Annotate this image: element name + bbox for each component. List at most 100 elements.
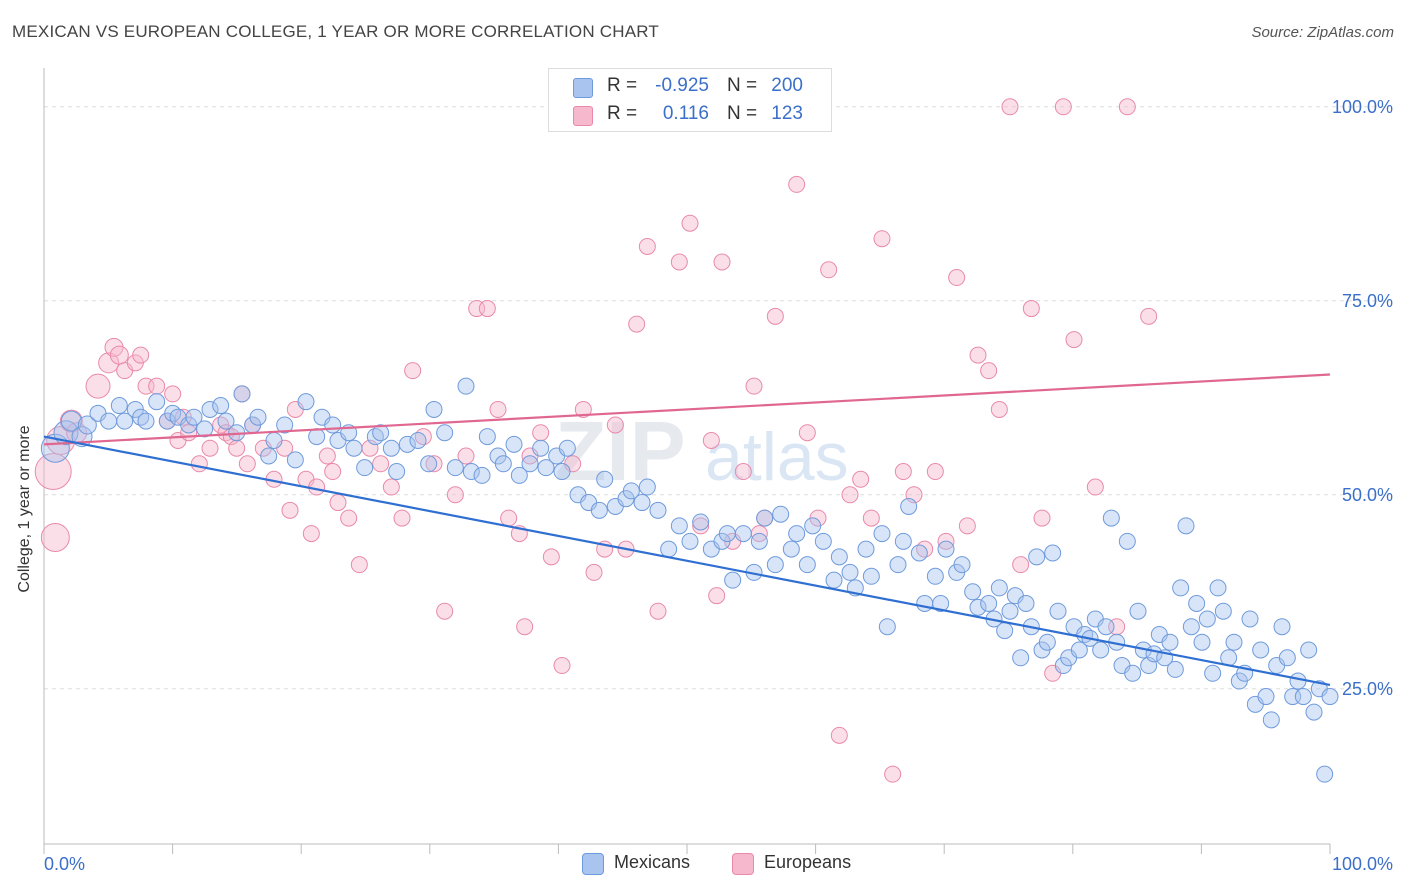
mexican-point <box>1124 664 1142 682</box>
mexican-point <box>398 435 416 453</box>
legend-swatch-mexicans <box>573 78 593 98</box>
mexican-point <box>825 571 843 589</box>
mexican-point <box>681 532 699 550</box>
mexican-point <box>297 393 315 411</box>
mexican-point <box>996 622 1014 640</box>
mexican-point <box>1321 688 1339 706</box>
mexican-point <box>857 540 875 558</box>
mexican-point <box>1028 548 1046 566</box>
mexican-point <box>356 459 374 477</box>
mexican-point <box>638 478 656 496</box>
european-point <box>109 345 129 365</box>
european-point <box>132 346 150 364</box>
mexican-point <box>841 563 859 581</box>
mexican-point <box>1129 602 1147 620</box>
mexican-point <box>201 400 219 418</box>
european-point <box>798 424 816 442</box>
european-point <box>745 377 763 395</box>
mexican-point <box>494 455 512 473</box>
legend-n-value-europeans: 123 <box>771 103 803 124</box>
european-point <box>446 486 464 504</box>
mexican-point <box>532 439 550 457</box>
legend-n-value-mexicans: 200 <box>771 75 803 96</box>
chart-title: MEXICAN VS EUROPEAN COLLEGE, 1 YEAR OR M… <box>12 22 660 41</box>
european-point <box>329 494 347 512</box>
mexican-point <box>1172 579 1190 597</box>
european-point <box>85 373 111 399</box>
mexican-point <box>878 618 896 636</box>
mexican-point <box>110 397 128 415</box>
mexican-point <box>212 397 230 415</box>
mexican-point <box>185 408 203 426</box>
european-point <box>852 470 870 488</box>
legend-label-europeans: Europeans <box>764 852 852 872</box>
mexican-point <box>521 455 539 473</box>
mexican-point <box>420 455 438 473</box>
european-point <box>926 463 944 481</box>
mexican-point <box>372 424 390 442</box>
european-point <box>1012 556 1030 574</box>
mexican-point <box>1241 610 1259 628</box>
european-point <box>516 618 534 636</box>
y-tick-label: 75.0% <box>1342 291 1393 311</box>
mexican-point <box>276 416 294 434</box>
mexican-point <box>1252 641 1270 659</box>
mexican-point <box>505 435 523 453</box>
european-point <box>281 501 299 519</box>
mexican-point <box>137 412 155 430</box>
mexican-point <box>478 428 496 446</box>
mexican-point <box>622 482 640 500</box>
axes <box>43 68 1331 854</box>
legend-row-europeans: R = 0.116 N = 123 <box>549 101 831 129</box>
mexican-point <box>345 439 363 457</box>
mexican-point <box>1001 602 1019 620</box>
mexican-point <box>249 408 267 426</box>
mexican-point <box>1289 672 1307 690</box>
mexican-point <box>910 544 928 562</box>
mexican-point <box>116 412 134 430</box>
mexican-point <box>388 463 406 481</box>
legend-r-label: R = <box>607 75 638 96</box>
mexican-point <box>196 420 214 438</box>
mexican-point <box>446 459 464 477</box>
correlation-legend: R = -0.925 N = 200 R = 0.116 N = 123 <box>548 68 832 132</box>
mexican-point <box>862 567 880 585</box>
european-point <box>1054 98 1072 116</box>
mexican-point <box>265 431 283 449</box>
mexicans-points <box>40 377 1339 783</box>
european-point <box>148 377 166 395</box>
european-point <box>553 657 571 675</box>
source-credit: Source: ZipAtlas.com <box>1251 24 1394 41</box>
mexican-point <box>660 540 678 558</box>
european-point <box>670 253 688 271</box>
european-point <box>228 439 246 457</box>
mexican-point <box>969 598 987 616</box>
european-point <box>436 602 454 620</box>
european-point <box>948 269 966 287</box>
mexican-point <box>633 494 651 512</box>
european-point <box>500 509 518 527</box>
mexican-point <box>1038 633 1056 651</box>
mexican-point <box>894 532 912 550</box>
european-point <box>164 385 182 403</box>
european-point <box>708 587 726 605</box>
mexican-point <box>148 393 166 411</box>
mexican-point <box>926 567 944 585</box>
european-point <box>350 556 368 574</box>
european-point <box>1118 98 1136 116</box>
legend-row-mexicans: R = -0.925 N = 200 <box>549 73 831 101</box>
european-point <box>308 478 326 496</box>
european-point <box>788 175 806 193</box>
mexican-point <box>766 556 784 574</box>
mexican-point <box>1092 641 1110 659</box>
mexican-point <box>916 594 934 612</box>
mexican-point <box>1017 594 1035 612</box>
european-point <box>681 214 699 232</box>
european-point <box>585 563 603 581</box>
mexican-point <box>1294 688 1312 706</box>
european-point <box>98 352 120 374</box>
legend-label-mexicans: Mexicans <box>614 852 691 872</box>
mexican-point <box>750 532 768 550</box>
watermark-atlas: atlas <box>705 419 849 495</box>
x-tick-label-min: 0.0% <box>44 854 85 874</box>
